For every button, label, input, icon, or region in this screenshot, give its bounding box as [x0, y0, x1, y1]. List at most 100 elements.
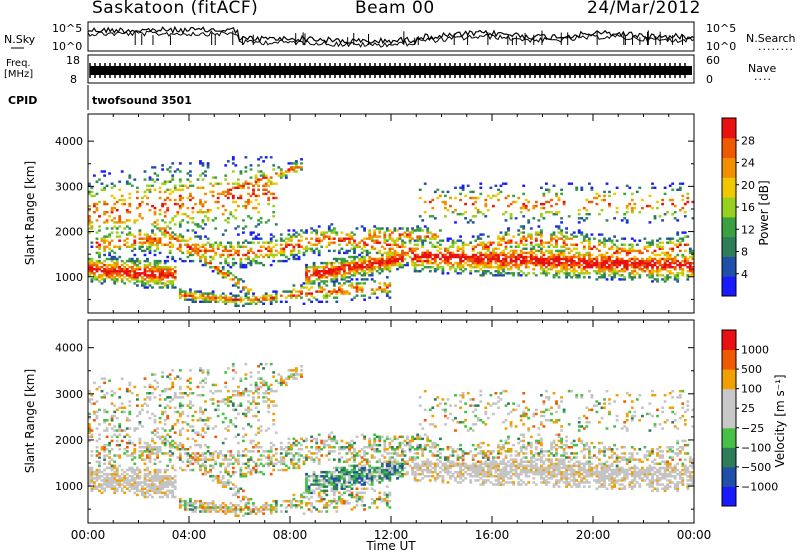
power-cell [166, 259, 170, 263]
velocity-cell [148, 460, 152, 463]
power-cell [156, 282, 159, 285]
power-cell [497, 268, 500, 271]
velocity-cell [130, 477, 134, 480]
power-cell [284, 259, 288, 263]
power-cell [199, 162, 202, 165]
velocity-cell [161, 477, 164, 480]
velocity-cell [189, 425, 192, 428]
power-cell [598, 213, 601, 216]
power-cell [158, 259, 162, 263]
power-cell [100, 170, 104, 173]
power-cell [603, 237, 606, 240]
power-cell [226, 221, 230, 224]
velocity-cell [115, 472, 119, 476]
velocity-cell [95, 470, 99, 474]
power-cell [332, 276, 336, 279]
power-cell [428, 215, 432, 218]
power-cell [486, 249, 490, 253]
power-cell [567, 247, 571, 250]
velocity-cell [136, 487, 139, 490]
power-cell [295, 294, 298, 297]
power-cell [343, 239, 346, 242]
power-cell [264, 241, 268, 244]
velocity-cell [90, 487, 94, 490]
velocity-cell [194, 508, 197, 511]
power-cell [113, 245, 117, 248]
velocity-cell [224, 437, 228, 441]
power-cell [484, 245, 488, 248]
power-cell [279, 253, 283, 257]
power-cell [459, 257, 462, 261]
power-cell [499, 266, 503, 269]
velocity-cell [118, 427, 122, 430]
power-cell [648, 245, 652, 248]
velocity-cell [168, 483, 172, 486]
power-cell [635, 263, 639, 267]
velocity-cell [148, 456, 152, 459]
power-cell [380, 257, 384, 261]
power-cell [267, 241, 271, 244]
power-cell [542, 257, 546, 261]
velocity-cell [216, 479, 220, 482]
velocity-cell [118, 485, 122, 488]
power-cell [138, 202, 142, 206]
velocity-cell [120, 406, 124, 409]
power-cell [542, 251, 546, 255]
power-cell [572, 261, 576, 265]
power-cell [529, 261, 533, 265]
power-cell [110, 249, 114, 253]
power-cell [332, 270, 336, 273]
power-cell [136, 272, 139, 275]
power-cell [216, 192, 220, 196]
power-cell [128, 202, 132, 206]
power-cell [461, 188, 465, 191]
power-cell [300, 162, 303, 165]
velocity-cell [199, 433, 202, 436]
power-cell [426, 261, 430, 265]
velocity-cell [168, 454, 172, 457]
velocity-cell [118, 429, 122, 432]
power-cell [575, 255, 579, 259]
velocity-cell [206, 369, 210, 372]
power-cell [257, 170, 260, 173]
power-cell [691, 251, 695, 255]
power-cell [305, 292, 308, 295]
power-cell [206, 217, 210, 220]
power-cell [214, 300, 218, 303]
velocity-cell [183, 468, 187, 472]
power-cell [226, 249, 230, 253]
velocity-cell [204, 419, 207, 422]
power-cell [522, 184, 526, 187]
power-cell [522, 192, 526, 196]
power-cell [350, 235, 354, 238]
power-cell [620, 257, 624, 261]
velocity-cell [130, 452, 134, 455]
power-cell [585, 263, 589, 267]
power-cell [226, 298, 230, 301]
power-cell [451, 253, 455, 257]
power-cell [593, 245, 596, 248]
velocity-cell [209, 389, 212, 393]
power-cell [393, 239, 397, 242]
power-cell [196, 251, 200, 255]
velocity-cell [196, 458, 200, 461]
velocity-cell [133, 427, 137, 430]
power-cell [353, 272, 356, 275]
power-cell [221, 274, 225, 277]
power-cell [534, 259, 538, 263]
power-cell [269, 239, 273, 242]
power-cell [590, 257, 594, 261]
power-cell [595, 202, 599, 206]
velocity-cell [113, 414, 117, 418]
power-cell [436, 263, 440, 267]
power-cell [588, 259, 591, 263]
power-cell [136, 278, 139, 281]
power-cell [234, 276, 238, 279]
power-cell [338, 272, 341, 275]
velocity-cell [118, 464, 122, 468]
power-cell [138, 274, 142, 277]
power-cell [320, 233, 324, 236]
power-cell [231, 284, 235, 287]
power-cell [115, 274, 119, 277]
